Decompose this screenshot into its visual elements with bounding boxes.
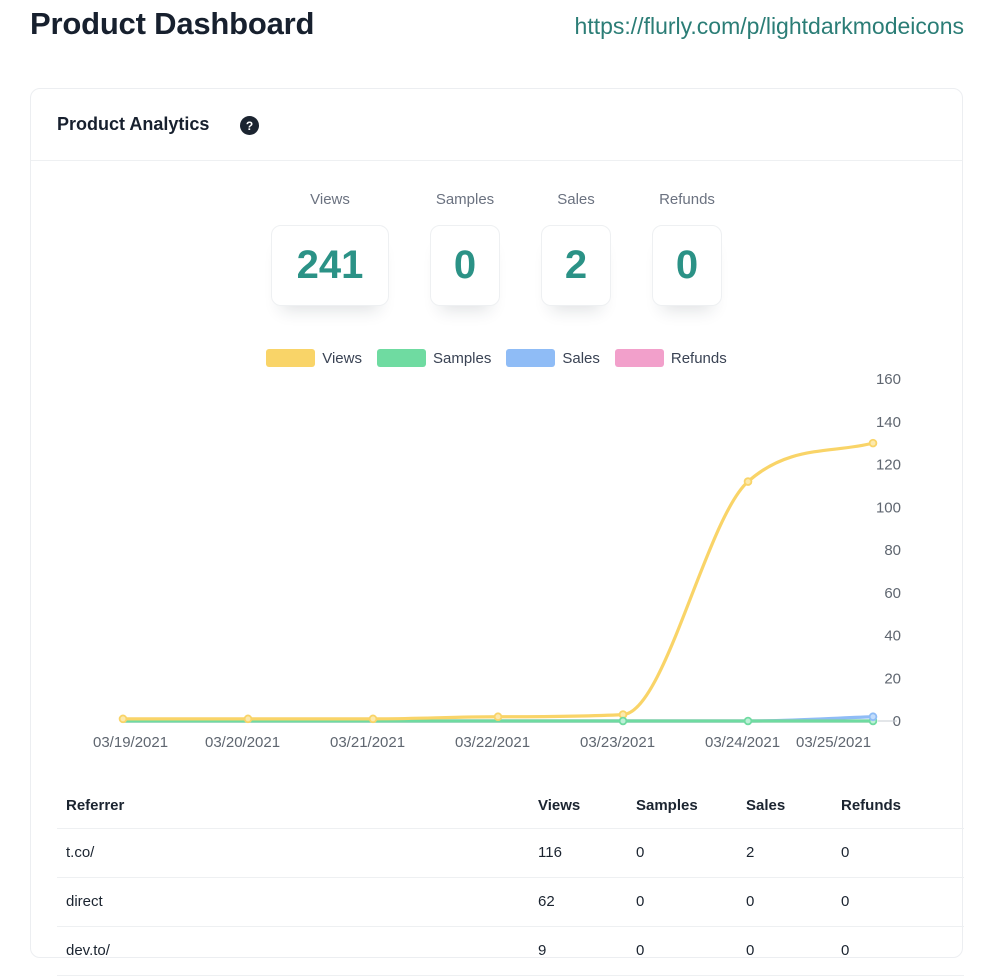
svg-text:03/19/2021: 03/19/2021 bbox=[93, 734, 168, 751]
svg-text:03/24/2021: 03/24/2021 bbox=[705, 734, 780, 751]
svg-text:03/23/2021: 03/23/2021 bbox=[580, 734, 655, 751]
svg-text:03/25/2021: 03/25/2021 bbox=[796, 734, 871, 751]
svg-text:03/22/2021: 03/22/2021 bbox=[455, 734, 530, 751]
svg-text:80: 80 bbox=[884, 542, 901, 559]
svg-text:120: 120 bbox=[876, 457, 901, 474]
svg-text:160: 160 bbox=[876, 371, 901, 388]
svg-text:03/20/2021: 03/20/2021 bbox=[205, 734, 280, 751]
svg-text:?: ? bbox=[246, 119, 253, 133]
svg-text:03/21/2021: 03/21/2021 bbox=[330, 734, 405, 751]
svg-text:60: 60 bbox=[884, 585, 901, 602]
svg-text:20: 20 bbox=[884, 670, 901, 687]
svg-text:40: 40 bbox=[884, 628, 901, 645]
svg-text:140: 140 bbox=[876, 414, 901, 431]
svg-text:100: 100 bbox=[876, 499, 901, 516]
